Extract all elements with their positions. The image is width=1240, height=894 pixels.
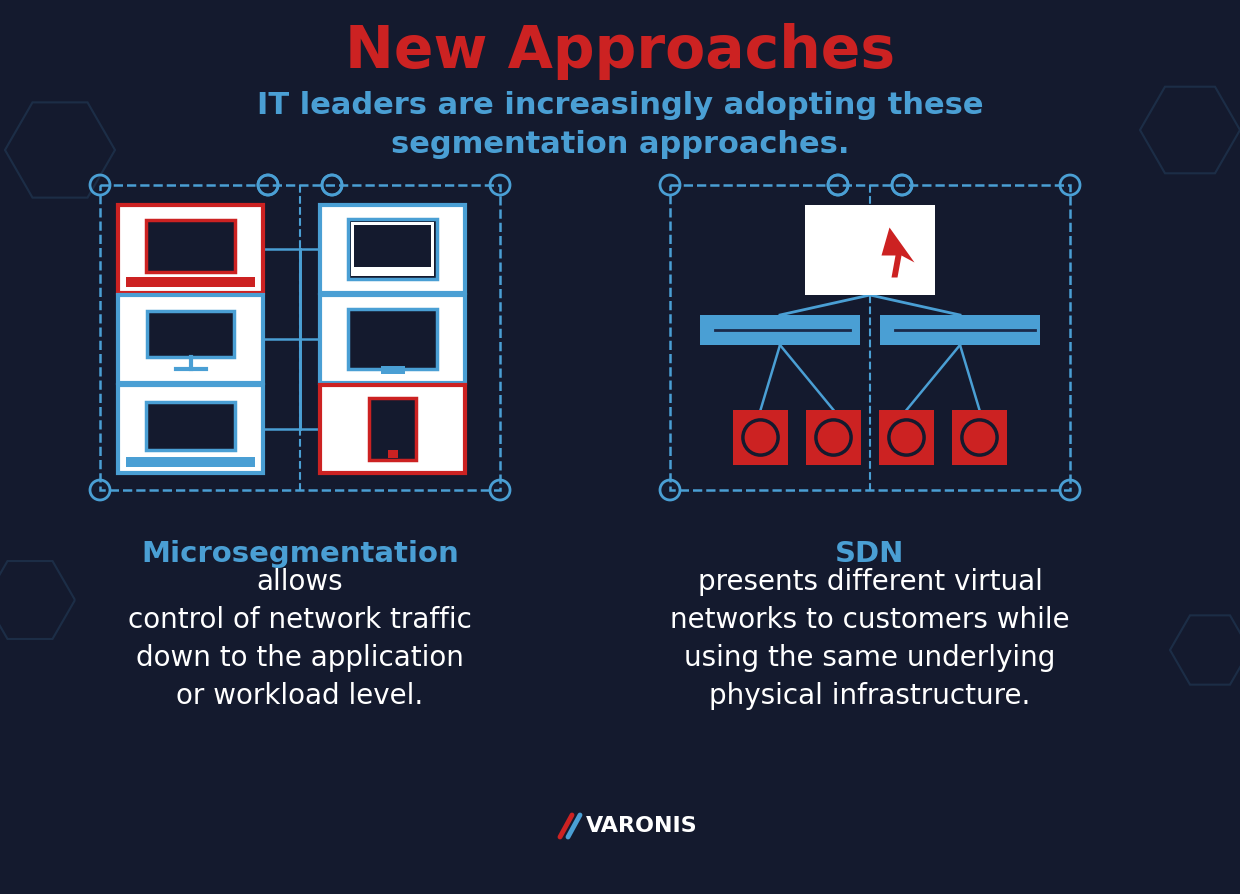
FancyBboxPatch shape — [387, 450, 398, 458]
FancyBboxPatch shape — [320, 385, 465, 473]
FancyBboxPatch shape — [952, 410, 1007, 465]
FancyBboxPatch shape — [351, 312, 434, 362]
FancyBboxPatch shape — [806, 410, 861, 465]
Polygon shape — [882, 227, 915, 277]
FancyBboxPatch shape — [880, 315, 1040, 345]
FancyBboxPatch shape — [145, 221, 236, 272]
FancyBboxPatch shape — [381, 366, 404, 374]
FancyBboxPatch shape — [353, 225, 432, 267]
FancyBboxPatch shape — [118, 205, 263, 293]
FancyBboxPatch shape — [733, 410, 787, 465]
FancyBboxPatch shape — [320, 205, 465, 293]
FancyBboxPatch shape — [370, 398, 415, 460]
Text: VARONIS: VARONIS — [587, 816, 698, 836]
FancyBboxPatch shape — [126, 457, 255, 467]
FancyBboxPatch shape — [347, 219, 438, 279]
FancyBboxPatch shape — [126, 277, 255, 287]
Text: IT leaders are increasingly adopting these
segmentation approaches.: IT leaders are increasingly adopting the… — [257, 91, 983, 158]
FancyBboxPatch shape — [347, 309, 438, 369]
Text: SDN: SDN — [836, 540, 905, 568]
Text: allows
control of network traffic
down to the application
or workload level.: allows control of network traffic down t… — [128, 568, 472, 710]
FancyBboxPatch shape — [805, 205, 935, 295]
Text: New Approaches: New Approaches — [345, 23, 895, 80]
FancyBboxPatch shape — [145, 401, 236, 451]
FancyBboxPatch shape — [148, 311, 234, 357]
FancyBboxPatch shape — [879, 410, 934, 465]
FancyBboxPatch shape — [118, 385, 263, 473]
Text: presents different virtual
networks to customers while
using the same underlying: presents different virtual networks to c… — [670, 568, 1070, 710]
FancyBboxPatch shape — [118, 295, 263, 383]
FancyBboxPatch shape — [320, 295, 465, 383]
FancyBboxPatch shape — [351, 222, 434, 276]
FancyBboxPatch shape — [701, 315, 861, 345]
Text: Microsegmentation: Microsegmentation — [141, 540, 459, 568]
